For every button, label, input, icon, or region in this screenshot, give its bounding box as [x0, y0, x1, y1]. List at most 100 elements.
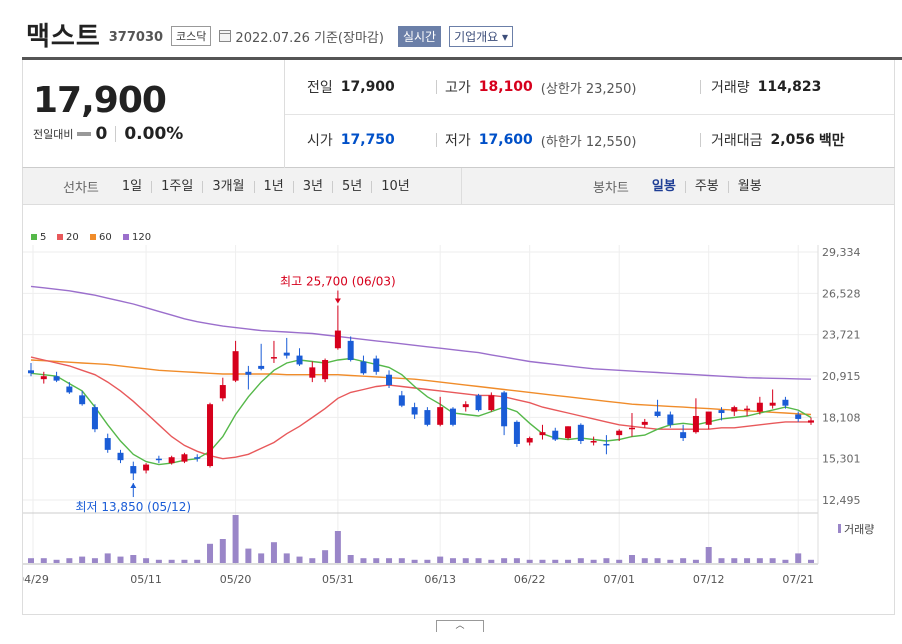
candle-body — [258, 365, 265, 369]
candle-body — [181, 454, 188, 462]
candle-body — [91, 407, 98, 430]
period-5y[interactable]: 5년 — [332, 180, 371, 193]
volume-bar — [769, 558, 776, 563]
candle-body — [40, 376, 47, 380]
change-percent: 0.00% — [124, 124, 184, 144]
volume-bar — [552, 559, 559, 563]
candle-body — [53, 376, 60, 381]
volume-bar — [334, 531, 341, 563]
prev-close: 전일 17,900 — [307, 77, 395, 97]
volume-bar — [53, 559, 60, 563]
candle-body — [245, 371, 252, 375]
candle-body — [756, 402, 763, 412]
candle-body — [79, 395, 86, 405]
lower-limit: (하한가 12,550) — [540, 134, 637, 150]
realtime-button[interactable]: 실시간 — [397, 25, 442, 47]
ma120-line — [30, 285, 812, 380]
volume-bar — [245, 548, 252, 563]
volume-bar — [283, 553, 290, 563]
volume-bar — [488, 559, 495, 563]
candle-daily[interactable]: 일봉 — [651, 178, 676, 194]
volume-bar — [641, 558, 648, 563]
price-summary: 17,900 전일대비 0 0.00% 전일 17,900 고가 18,100 … — [22, 60, 895, 168]
price-chart[interactable]: 5 20 60 120 29,334 26,528 23,721 20,915 18,108 15… — [17, 205, 894, 615]
prev-close-label: 전일 — [307, 80, 333, 96]
volume-bar — [360, 558, 367, 563]
low-arrow-head — [130, 483, 137, 489]
volume-legend-label: 거래량 — [844, 523, 874, 536]
line-chart-periods: 선차트 1일 1주일 3개월 1년 3년 5년 10년 — [63, 168, 419, 205]
volume-bar — [309, 558, 316, 563]
volume-bar — [590, 559, 597, 563]
chart-frame: 5 20 60 120 29,334 26,528 23,721 20,915 18,108 15… — [17, 205, 895, 615]
legend-swatch-0 — [31, 234, 37, 240]
ma20-line — [30, 356, 811, 460]
period-1d[interactable]: 1일 — [121, 178, 143, 194]
x-tick-label: 06/13 — [424, 573, 456, 586]
high-arrow-head — [334, 298, 341, 304]
volume-bar — [462, 558, 469, 563]
candle-body — [539, 432, 546, 436]
company-overview-dropdown[interactable]: 기업개요 ▾ — [449, 25, 514, 47]
candle-body — [616, 430, 623, 436]
collapse-toggle[interactable]: ︿ — [436, 620, 484, 632]
candle-body — [424, 410, 431, 425]
low-price: 저가 17,600 (하한가 12,550) — [445, 130, 636, 150]
volume-bar — [437, 556, 444, 563]
legend-label-1: 20 — [66, 232, 79, 243]
volume-bar — [270, 542, 277, 563]
candle-body — [692, 415, 699, 433]
period-3y[interactable]: 3년 — [292, 180, 332, 193]
candle-body — [590, 441, 597, 443]
candle-body — [462, 404, 469, 408]
y-tick-label: 12,495 — [822, 494, 861, 507]
candle-body — [488, 395, 495, 411]
candle-body — [565, 426, 572, 439]
volume-bar — [130, 555, 137, 563]
top-divider — [22, 57, 902, 60]
amount-value: 2,056 — [770, 132, 815, 148]
candle-body — [66, 386, 73, 393]
candle-body — [654, 411, 661, 416]
volume-bar — [680, 558, 687, 563]
candle-body — [347, 340, 354, 361]
y-tick-label: 18,108 — [822, 411, 861, 424]
current-price: 17,900 — [33, 80, 167, 121]
period-1y[interactable]: 1년 — [253, 180, 293, 193]
volume-bar — [744, 558, 751, 563]
candle-body — [603, 443, 610, 446]
volume-bar — [565, 559, 572, 563]
period-10y[interactable]: 10년 — [371, 180, 419, 193]
candle-body — [641, 421, 648, 425]
high-value: 18,100 — [478, 79, 533, 95]
period-1w[interactable]: 1주일 — [151, 180, 202, 193]
open-label: 시가 — [307, 133, 333, 149]
ma5-line — [30, 357, 812, 466]
candle-body — [577, 424, 584, 442]
volume-value: 114,823 — [757, 79, 822, 95]
candle-body — [232, 351, 239, 381]
candle-body — [705, 411, 712, 425]
volume-bar — [475, 558, 482, 563]
volume-bar — [808, 559, 814, 563]
price-change: 전일대비 0 0.00% — [33, 124, 183, 144]
stock-header: 맥스트 377030 코스닥 2022.07.26 기준(장마감) 실시간 기업… — [26, 14, 514, 54]
candle-chart-title: 봉차트 — [593, 181, 629, 196]
candle-body — [667, 414, 674, 425]
period-3m[interactable]: 3개월 — [202, 180, 253, 193]
period-bar: 선차트 1일 1주일 3개월 1년 3년 5년 10년 봉차트 일봉 주봉 월봉 — [22, 168, 895, 205]
market-badge: 코스닥 — [171, 26, 212, 46]
volume-bar — [756, 558, 763, 563]
volume-bar — [616, 559, 623, 563]
calendar-icon — [219, 30, 232, 42]
candle-chart-periods: 봉차트 일봉 주봉 월봉 — [593, 168, 771, 205]
volume-bar — [577, 558, 584, 563]
candle-body — [808, 420, 814, 423]
candle-body — [309, 367, 316, 378]
candle-monthly[interactable]: 월봉 — [727, 180, 771, 193]
candle-weekly[interactable]: 주봉 — [684, 180, 728, 193]
volume-bar — [501, 558, 508, 563]
candle-body — [283, 352, 290, 356]
volume-bar — [449, 558, 456, 563]
candle-body — [296, 355, 303, 365]
